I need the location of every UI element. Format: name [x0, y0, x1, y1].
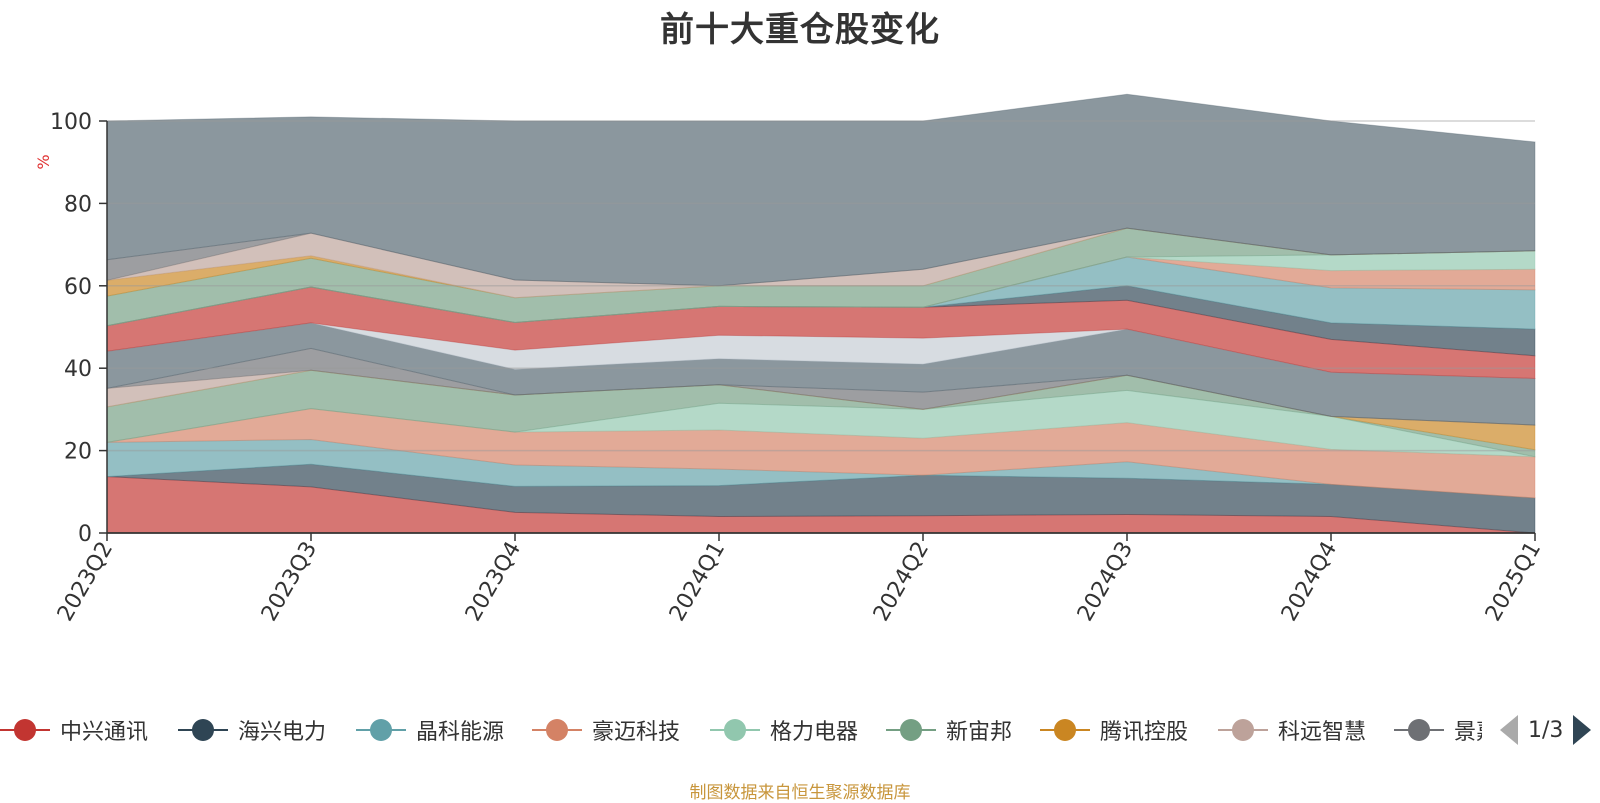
x-tick-label-2024Q4: 2024Q4 [1277, 538, 1342, 626]
legend-item-新宙邦[interactable]: 新宙邦 [886, 710, 1012, 750]
legend-label: 景嘉微 [1454, 720, 1482, 745]
area-series-segment-14 [106, 256, 1536, 327]
legend-marker-icon [532, 719, 582, 741]
legend-label: 腾讯控股 [1100, 720, 1189, 745]
legend: 中兴通讯 海兴电力 晶科能源 豪迈科技 格力电器 新宙邦 腾讯控股 科远智慧 景嘉微 [0, 710, 1600, 750]
legend-item-豪迈科技[interactable]: 豪迈科技 [532, 710, 680, 750]
area-series-segment-15 [106, 250, 1536, 327]
legend-marker-icon [1394, 719, 1444, 741]
legend-marker-dot [192, 719, 214, 741]
legend-item-中兴通讯[interactable]: 中兴通讯 [0, 710, 148, 750]
legend-marker-dot [370, 719, 392, 741]
legend-page-indicator: 1/3 [1528, 717, 1564, 743]
legend-marker-dot [724, 719, 746, 741]
y-tick-label-0: 0 [78, 522, 92, 547]
x-tick-label-2023Q4: 2023Q4 [461, 538, 526, 626]
x-tick-label-2023Q2: 2023Q2 [53, 538, 118, 626]
legend-item-晶科能源[interactable]: 晶科能源 [356, 710, 504, 750]
legend-marker-dot [14, 719, 36, 741]
legend-label: 海兴电力 [238, 720, 327, 745]
data-source-note: 制图数据来自恒生聚源数据库 [689, 783, 911, 803]
legend-marker-dot [546, 719, 568, 741]
legend-marker-icon [886, 719, 936, 741]
legend-marker-icon [1218, 719, 1268, 741]
legend-items: 中兴通讯 海兴电力 晶科能源 豪迈科技 格力电器 新宙邦 腾讯控股 科远智慧 景嘉微 [0, 710, 1482, 750]
y-axis-unit-label: % [34, 154, 53, 169]
x-tick-label-2024Q2: 2024Q2 [869, 538, 934, 626]
legend-marker-dot [1232, 719, 1254, 741]
legend-label: 格力电器 [770, 720, 859, 745]
legend-marker-dot [900, 719, 922, 741]
legend-next-page-icon[interactable] [1573, 715, 1592, 745]
stacked-area-chart: 0 20 40 60 80 100% 2023Q2 2023Q3 2023Q4 2024Q1 202… [34, 93, 1546, 626]
legend-label: 中兴通讯 [60, 720, 149, 745]
legend-marker-icon [178, 719, 228, 741]
x-tick-label-2023Q3: 2023Q3 [257, 538, 322, 626]
legend-pager: 1/3 [1500, 710, 1592, 750]
y-tick-label-60: 60 [64, 275, 92, 300]
legend-marker-icon [356, 719, 406, 741]
legend-marker-dot [1408, 719, 1430, 741]
area-series-segment-12 [106, 285, 1536, 357]
legend-label: 晶科能源 [416, 720, 505, 745]
area-series-segment-13 [106, 256, 1536, 330]
legend-item-腾讯控股[interactable]: 腾讯控股 [1040, 710, 1188, 750]
y-tick-label-20: 20 [64, 440, 92, 465]
legend-marker-icon [710, 719, 760, 741]
legend-prev-page-icon[interactable] [1500, 715, 1518, 745]
area-series-group [106, 93, 1536, 534]
y-tick-label-100: 100 [50, 110, 92, 135]
legend-marker-icon [1040, 719, 1090, 741]
legend-label: 科远智慧 [1278, 720, 1367, 745]
legend-item-科远智慧[interactable]: 科远智慧 [1218, 710, 1366, 750]
legend-item-海兴电力[interactable]: 海兴电力 [178, 710, 326, 750]
y-tick-label-80: 80 [64, 192, 92, 217]
legend-marker-dot [1054, 719, 1076, 741]
legend-marker-icon [0, 719, 50, 741]
legend-label: 豪迈科技 [592, 720, 681, 745]
y-tick-label-40: 40 [64, 357, 92, 382]
chart-title: 前十大重仓股变化 [660, 10, 940, 50]
legend-item-格力电器[interactable]: 格力电器 [710, 710, 858, 750]
legend-label: 新宙邦 [946, 720, 1013, 745]
legend-item-景嘉微[interactable]: 景嘉微 [1394, 710, 1482, 750]
x-tick-label-2025Q1: 2025Q1 [1481, 538, 1546, 626]
area-series-segment-20 [106, 93, 1536, 287]
x-tick-label-2024Q1: 2024Q1 [665, 538, 730, 626]
x-tick-label-2024Q3: 2024Q3 [1073, 538, 1138, 626]
